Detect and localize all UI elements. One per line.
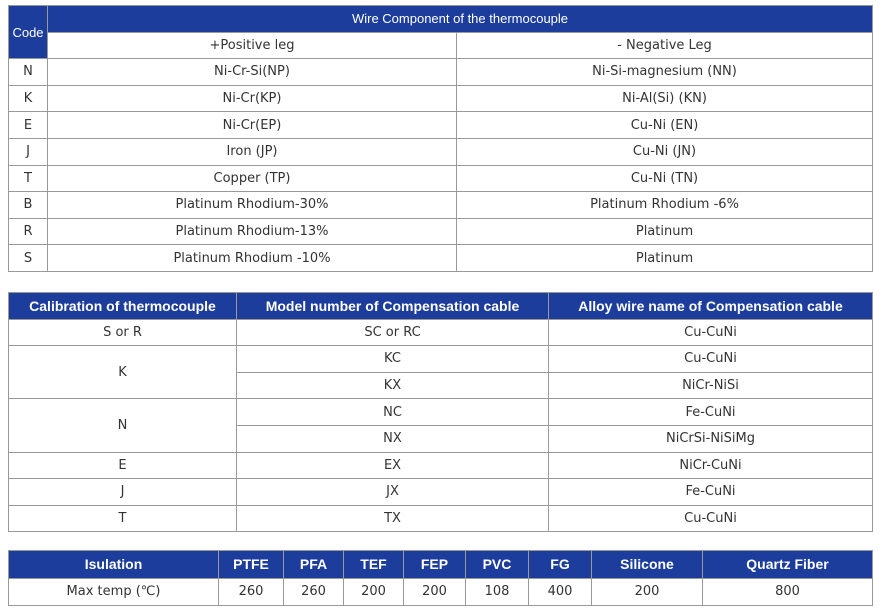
code-cell: J [8,137,48,166]
table-row: S or R SC or RC Cu-CuNi [8,318,873,347]
calibration-cell: S or R [8,318,237,347]
calibration-cell: J [8,478,237,506]
alloy-wire-cell: Cu-CuNi [548,318,873,347]
positive-leg-cell: Iron (JP) [47,137,457,166]
negative-leg-cell: Cu-Ni (TN) [456,164,873,193]
table-row: J Iron (JP) Cu-Ni (JN) [8,137,873,166]
code-cell: K [8,84,48,113]
table-row: KX NiCr-NiSi [9,371,873,400]
material-header: Quartz Fiber [702,550,873,579]
calibration-cell: E [8,451,237,480]
alloy-wire-cell: Fe-CuNi [548,478,873,506]
alloy-wire-cell: NiCr-CuNi [548,451,873,480]
model-number-cell: KX [236,371,549,400]
table-row: S Platinum Rhodium -10% Platinum [8,244,873,272]
negative-leg-cell: Platinum [456,244,873,272]
code-cell: E [8,111,48,139]
max-temp-value: 108 [465,577,529,606]
code-cell: T [8,164,48,193]
compensation-cable-table: Calibration of thermocouple Model number… [8,292,873,533]
table-row: N NC Fe-CuNi [8,398,873,453]
table-row: B Platinum Rhodium-30% Platinum Rhodium -6… [8,191,873,219]
positive-leg-cell: Platinum Rhodium-30% [47,191,457,219]
negative-leg-cell: Platinum [456,217,873,246]
alloy-wire-cell: Fe-CuNi [548,398,873,426]
max-temp-value: 400 [528,577,592,606]
max-temp-value: 260 [283,577,344,606]
table-row: T TX Cu-CuNi [8,504,873,533]
material-header: PTFE [218,550,284,579]
negative-leg-header: - Negative Leg [456,31,873,60]
alloy-wire-cell: NiCrSi-NiSiMg [548,424,873,453]
alloy-wire-cell: Cu-CuNi [548,345,873,373]
material-header: FEP [403,550,466,579]
alloy-wire-cell: Cu-CuNi [548,504,873,533]
model-number-cell: JX [236,478,549,506]
insulation-header: Isulation [8,550,219,579]
negative-leg-cell: Ni-Si-magnesium (NN) [456,58,873,86]
max-temp-value: 200 [403,577,466,606]
positive-leg-cell: Ni-Cr(EP) [47,111,457,139]
positive-leg-cell: Platinum Rhodium -10% [47,244,457,272]
table-row: E EX NiCr-CuNi [8,451,873,480]
negative-leg-cell: Ni-Al(Si) (KN) [456,84,873,113]
calibration-cell: K [8,345,237,400]
thermocouple-wire-table: Code Wire Component of the thermocouple … [8,4,873,272]
code-cell: S [8,244,48,272]
alloy-wire-cell: NiCr-NiSi [548,371,873,400]
table-row: K KC Cu-CuNi [8,345,873,400]
max-temp-value: 200 [343,577,404,606]
code-cell: B [8,191,48,219]
alloy-wire-header: Alloy wire name of Compensation cable [548,292,873,320]
material-header: FG [528,550,592,579]
positive-leg-cell: Platinum Rhodium-13% [47,217,457,246]
calibration-header: Calibration of thermocouple [8,292,237,320]
table-row: R Platinum Rhodium-13% Platinum [8,217,873,246]
material-header: PVC [465,550,529,579]
positive-leg-header: +Positive leg [47,31,457,60]
model-number-cell: KC [236,345,549,373]
calibration-cell: T [8,504,237,533]
max-temp-value: 800 [702,577,873,606]
table-row: E Ni-Cr(EP) Cu-Ni (EN) [8,111,873,139]
model-number-cell: EX [236,451,549,480]
model-number-cell: SC or RC [236,318,549,347]
calibration-cell: N [8,398,237,453]
max-temp-value: 260 [218,577,284,606]
negative-leg-cell: Cu-Ni (EN) [456,111,873,139]
insulation-table: Isulation PTFE PFA TEF FEP PVC FG Silicone Quart… [8,550,873,606]
material-header: TEF [343,550,404,579]
max-temp-value: 200 [591,577,703,606]
table-row: K Ni-Cr(KP) Ni-Al(Si) (KN) [8,84,873,113]
negative-leg-cell: Cu-Ni (JN) [456,137,873,166]
table-row: J JX Fe-CuNi [8,478,873,506]
table-row: N Ni-Cr-Si(NP) Ni-Si-magnesium (NN) [8,58,873,86]
material-header: PFA [283,550,344,579]
model-number-header: Model number of Compensation cable [236,292,549,320]
code-header: Code [8,4,48,60]
table-row: T Copper (TP) Cu-Ni (TN) [8,164,873,193]
positive-leg-cell: Copper (TP) [47,164,457,193]
code-cell: N [8,58,48,86]
model-number-cell: NC [236,398,549,426]
material-header: Silicone [591,550,703,579]
negative-leg-cell: Platinum Rhodium -6% [456,191,873,219]
model-number-cell: TX [236,504,549,533]
positive-leg-cell: Ni-Cr-Si(NP) [47,58,457,86]
max-temp-label: Max temp (℃) [8,577,219,606]
table1-title: Wire Component of the thermocouple [47,5,873,33]
positive-leg-cell: Ni-Cr(KP) [47,84,457,113]
code-cell: R [8,217,48,246]
model-number-cell: NX [236,424,549,453]
